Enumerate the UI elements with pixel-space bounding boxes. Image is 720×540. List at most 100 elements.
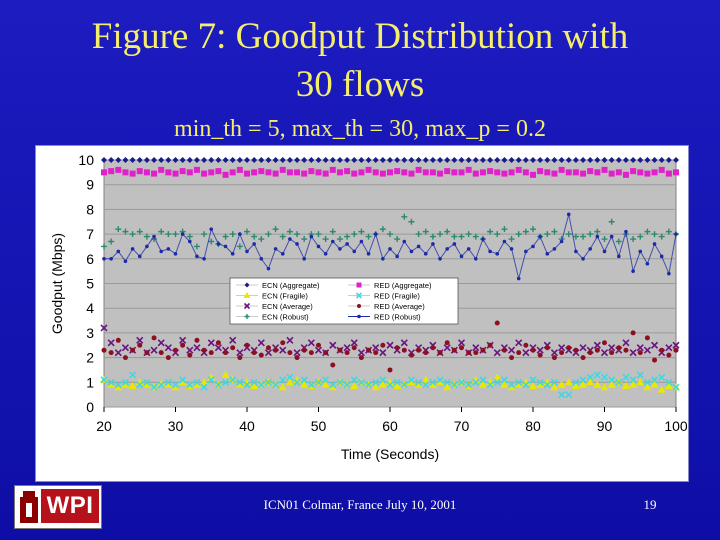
data-point (501, 347, 507, 353)
data-point (458, 157, 465, 163)
data-point (629, 376, 637, 384)
data-point (622, 339, 630, 347)
data-point (186, 233, 193, 240)
data-point (330, 362, 336, 368)
data-point (173, 252, 178, 256)
data-point (301, 347, 307, 353)
data-point (201, 170, 208, 177)
data-point (451, 157, 458, 163)
data-point (373, 350, 379, 356)
data-point (515, 166, 522, 173)
data-point (273, 347, 279, 353)
data-point (630, 168, 637, 175)
data-point (423, 252, 428, 256)
data-point (493, 349, 501, 357)
data-point (171, 381, 180, 389)
data-point (215, 168, 222, 175)
series-red-fragile (100, 371, 680, 399)
data-point (178, 378, 187, 386)
data-point (652, 357, 658, 363)
data-point (288, 237, 292, 241)
data-point (594, 157, 601, 163)
data-point (608, 157, 615, 163)
data-point (443, 344, 451, 352)
data-point (465, 157, 472, 163)
data-point (136, 336, 144, 344)
data-point (123, 259, 128, 264)
x-tick-label: 80 (525, 418, 541, 434)
data-point (151, 170, 158, 177)
data-point (236, 378, 244, 386)
data-point (379, 157, 386, 163)
data-point (631, 269, 635, 273)
goodput-chart: 0 1 2 3 4 5 6 7 8 9 10 20 30 40 50 60 70 80 90 100 ECN (Agg… (49, 152, 688, 462)
data-point (415, 166, 422, 173)
data-point (251, 169, 258, 176)
data-point (258, 236, 265, 243)
data-point (286, 157, 293, 163)
data-point (658, 157, 665, 163)
data-point (208, 350, 214, 356)
data-point (108, 350, 114, 356)
data-point (230, 252, 235, 256)
data-point (258, 157, 265, 163)
data-point (664, 382, 673, 390)
data-point (543, 381, 551, 389)
data-point (159, 249, 163, 254)
data-point (143, 169, 150, 176)
data-point (272, 381, 280, 389)
data-point (408, 352, 414, 358)
data-point (416, 347, 422, 353)
data-point (658, 166, 665, 173)
data-point (500, 380, 509, 388)
data-point (188, 239, 192, 244)
data-point (143, 378, 151, 386)
data-point (236, 157, 243, 163)
data-point (415, 231, 422, 238)
data-point (536, 378, 544, 386)
data-point (329, 341, 337, 349)
data-point (358, 355, 364, 361)
data-point (157, 379, 166, 387)
data-point (586, 378, 595, 386)
data-point (602, 249, 607, 254)
data-point (558, 166, 565, 173)
data-point (314, 346, 323, 354)
y-axis-label: Goodput (Mbps) (49, 233, 65, 334)
y-tick-label: 5 (86, 276, 94, 292)
data-point (617, 254, 621, 259)
data-point (351, 345, 357, 351)
data-point (344, 350, 350, 356)
data-point (651, 169, 658, 176)
data-point (587, 350, 593, 356)
data-point (372, 169, 379, 176)
data-point (414, 380, 423, 388)
data-point (101, 243, 107, 250)
data-point (394, 168, 401, 175)
data-point (272, 170, 279, 177)
data-point (571, 382, 580, 390)
data-point (372, 157, 379, 163)
data-point (365, 166, 372, 173)
data-point (244, 228, 250, 235)
series-red-average (101, 320, 679, 373)
x-tick-label: 60 (382, 418, 398, 434)
data-point (650, 376, 659, 384)
y-tick-label: 3 (86, 325, 94, 341)
data-point (130, 247, 135, 251)
data-point (430, 345, 436, 351)
data-point (481, 237, 485, 241)
y-tick-label: 10 (78, 152, 94, 168)
y-tick-label: 1 (86, 374, 94, 390)
data-point (193, 378, 201, 386)
data-point (459, 254, 464, 259)
data-point (400, 339, 408, 347)
data-point (558, 344, 566, 352)
data-point (643, 378, 651, 386)
data-point (451, 169, 458, 176)
data-point (179, 376, 187, 384)
y-tick-label: 0 (86, 399, 94, 415)
legend-label: ECN (Average) (262, 302, 313, 311)
data-point (322, 157, 329, 163)
data-point (357, 378, 365, 386)
